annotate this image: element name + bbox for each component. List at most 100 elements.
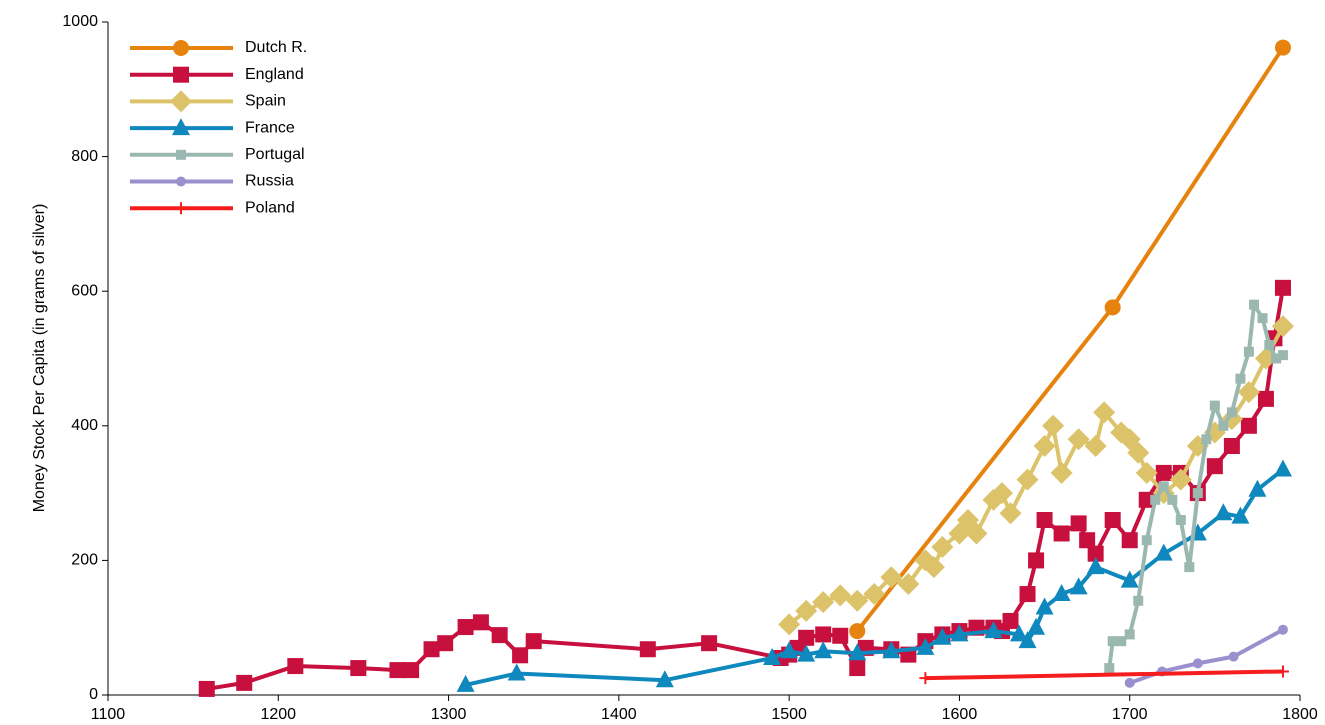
marker [403, 662, 420, 679]
marker [814, 641, 833, 659]
legend-label: England [245, 66, 304, 83]
marker [1223, 437, 1240, 454]
marker [456, 674, 475, 692]
marker [1248, 479, 1267, 497]
marker [173, 66, 189, 83]
marker [849, 660, 866, 677]
marker [457, 619, 474, 636]
series [919, 665, 1289, 685]
marker [507, 663, 526, 681]
marker [1010, 624, 1029, 642]
marker [849, 623, 866, 640]
marker [1231, 506, 1250, 524]
y-axis-label: Money Stock Per Capita (in grams of silv… [31, 204, 48, 513]
marker [1086, 557, 1105, 575]
marker [999, 502, 1022, 525]
series [849, 39, 1291, 640]
marker [472, 614, 489, 631]
marker [1107, 636, 1118, 647]
series-line [465, 467, 1285, 687]
marker [1273, 459, 1292, 477]
marker [525, 633, 542, 650]
series-line [925, 669, 1284, 681]
series [1124, 624, 1288, 688]
marker [1277, 624, 1288, 635]
marker [1120, 570, 1139, 588]
x-tick-label: 1600 [942, 706, 978, 723]
marker [1070, 515, 1087, 532]
marker [1053, 525, 1070, 542]
marker [1274, 279, 1291, 296]
y-tick-label: 0 [89, 686, 98, 703]
marker [1158, 481, 1169, 492]
marker [950, 624, 969, 642]
marker [848, 643, 867, 661]
marker [1276, 665, 1289, 678]
marker [933, 627, 952, 645]
marker [922, 556, 945, 579]
legend-label: Portugal [245, 146, 305, 163]
marker [639, 641, 656, 658]
marker [882, 641, 901, 659]
marker [176, 149, 186, 160]
marker [172, 118, 190, 136]
x-tick-label: 1100 [91, 706, 126, 723]
x-tick-label: 1300 [431, 706, 467, 723]
marker [1127, 441, 1150, 464]
marker [1002, 612, 1019, 629]
legend-label: Russia [245, 173, 294, 190]
x-tick-label: 1700 [1112, 706, 1148, 723]
y-tick-label: 200 [71, 552, 98, 569]
marker [880, 566, 903, 589]
marker [1240, 417, 1257, 434]
marker [423, 641, 440, 658]
marker [815, 626, 832, 643]
marker [812, 591, 835, 614]
marker [1243, 346, 1254, 357]
marker [832, 627, 849, 644]
marker [1104, 299, 1121, 316]
marker [897, 572, 920, 595]
marker [1257, 390, 1274, 407]
marker [1218, 420, 1229, 431]
marker [1271, 315, 1294, 338]
marker [1104, 512, 1121, 529]
marker [863, 583, 886, 606]
marker [437, 635, 454, 652]
y-tick-label: 400 [71, 417, 98, 434]
marker [1033, 434, 1056, 457]
series-line [855, 46, 1285, 633]
x-tick-label: 1200 [260, 706, 296, 723]
marker [1201, 434, 1212, 445]
marker [1175, 515, 1186, 526]
marker [1264, 340, 1275, 351]
marker [1019, 586, 1036, 603]
marker [1249, 299, 1260, 310]
marker [1192, 658, 1203, 669]
marker [1133, 595, 1144, 606]
marker [1192, 488, 1203, 499]
marker [1036, 512, 1053, 529]
marker [1226, 407, 1237, 418]
marker [965, 522, 988, 545]
marker [1277, 350, 1288, 361]
marker [1093, 401, 1116, 424]
series-line [206, 287, 1285, 691]
marker [655, 670, 674, 688]
marker [1206, 458, 1223, 475]
x-tick-label: 1400 [601, 706, 637, 723]
marker [1116, 636, 1127, 647]
marker [919, 672, 932, 685]
x-tick-label: 1500 [771, 706, 807, 723]
marker [1271, 353, 1282, 364]
marker [1052, 584, 1071, 602]
marker [1209, 400, 1220, 411]
marker [1067, 428, 1090, 451]
marker [798, 629, 815, 646]
marker [984, 621, 1003, 639]
marker [1087, 545, 1104, 562]
marker [236, 674, 253, 691]
marker [1257, 313, 1268, 324]
y-tick-label: 800 [71, 148, 98, 165]
